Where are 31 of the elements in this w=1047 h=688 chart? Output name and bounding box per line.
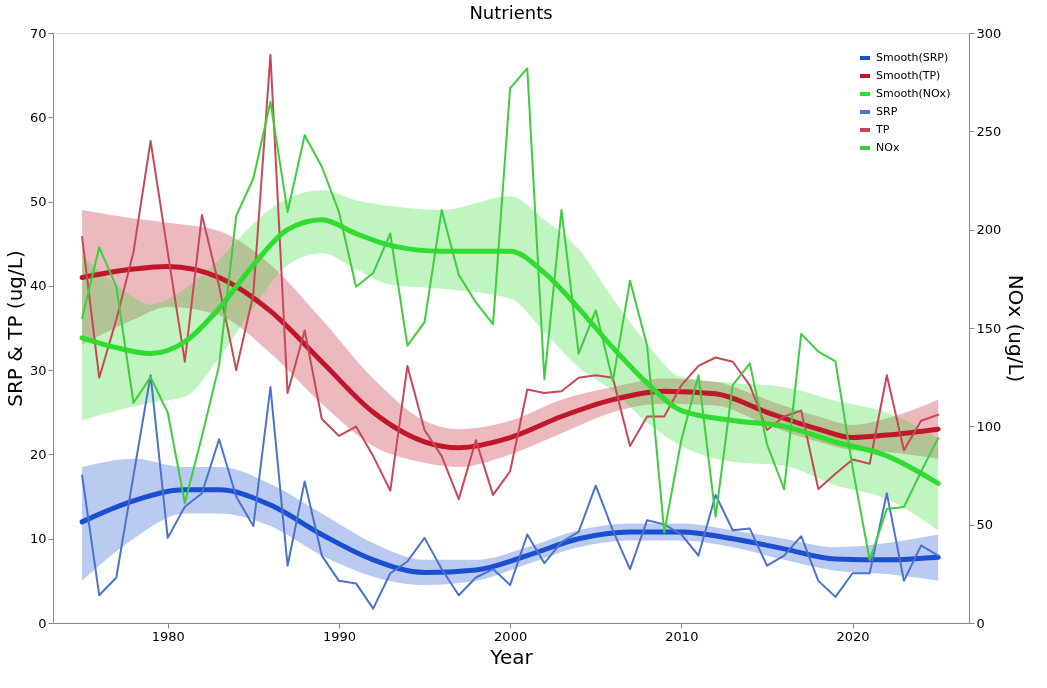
y-tick-label: 70 — [29, 25, 47, 41]
y-tick-label: 40 — [29, 278, 47, 294]
x-tick-label: 1990 — [322, 628, 356, 644]
x-tick-label: 2000 — [494, 628, 528, 644]
y2-tick-label: 200 — [976, 222, 1002, 238]
legend-label: Smooth(TP) — [876, 69, 941, 82]
y2-tick-label: 150 — [976, 320, 1002, 336]
y-tick-label: 60 — [29, 109, 47, 125]
y-tick-label: 0 — [38, 615, 47, 631]
legend-label: TP — [875, 123, 890, 136]
legend-label: Smooth(SRP) — [876, 51, 949, 64]
x-tick-label: 2010 — [665, 628, 699, 644]
y-tick-label: 20 — [29, 446, 47, 462]
legend-label: SRP — [876, 105, 898, 118]
legend-label: Smooth(NOx) — [876, 87, 951, 100]
y-tick-label: 10 — [29, 531, 47, 547]
y2-tick-label: 300 — [976, 25, 1002, 41]
legend-label: NOx — [876, 141, 900, 154]
y2-tick-label: 250 — [976, 123, 1002, 139]
line-series — [81, 374, 940, 610]
x-tick-label: 2020 — [836, 628, 870, 644]
x-axis-title: Year — [489, 644, 534, 669]
chart-title: Nutrients — [469, 2, 553, 23]
y-axis-title: SRP & TP (ug/L) — [2, 250, 27, 407]
x-tick-label: 1980 — [151, 628, 185, 644]
y-tick-label: 50 — [29, 194, 47, 210]
y2-tick-label: 50 — [976, 517, 994, 533]
y2-tick-label: 0 — [976, 615, 985, 631]
y-tick-label: 30 — [29, 362, 47, 378]
y2-axis-title: NOx (ug/L) — [1004, 274, 1029, 383]
y2-tick-label: 100 — [976, 418, 1002, 434]
